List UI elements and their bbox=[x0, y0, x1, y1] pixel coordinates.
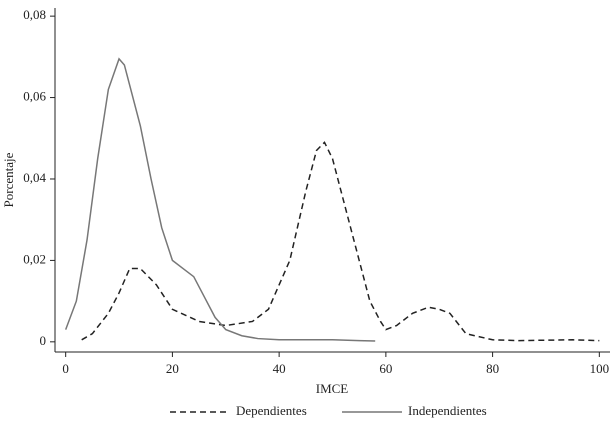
y-tick-label: 0,08 bbox=[23, 7, 46, 22]
x-tick-label: 20 bbox=[166, 361, 179, 376]
x-tick-label: 80 bbox=[486, 361, 499, 376]
y-tick-label: 0,06 bbox=[23, 89, 46, 104]
x-tick-label: 60 bbox=[379, 361, 392, 376]
series-line bbox=[81, 141, 600, 342]
legend-label: Dependientes bbox=[236, 403, 307, 418]
y-tick-label: 0,04 bbox=[23, 170, 46, 185]
x-tick-label: 0 bbox=[62, 361, 69, 376]
legend-label: Independientes bbox=[408, 403, 487, 418]
x-tick-label: 40 bbox=[273, 361, 286, 376]
x-tick-label: 100 bbox=[590, 361, 610, 376]
y-tick-label: 0 bbox=[40, 333, 47, 348]
x-axis-label: IMCE bbox=[316, 381, 349, 396]
series-line bbox=[64, 57, 376, 342]
y-axis-label: Porcentaje bbox=[1, 152, 16, 207]
y-tick-label: 0,02 bbox=[23, 251, 46, 266]
